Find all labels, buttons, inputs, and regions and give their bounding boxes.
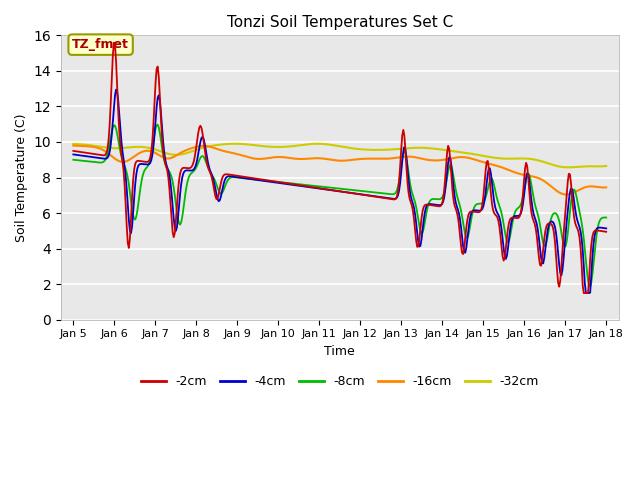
Text: TZ_fmet: TZ_fmet	[72, 38, 129, 51]
Title: Tonzi Soil Temperatures Set C: Tonzi Soil Temperatures Set C	[227, 15, 453, 30]
X-axis label: Time: Time	[324, 345, 355, 358]
Y-axis label: Soil Temperature (C): Soil Temperature (C)	[15, 113, 28, 242]
Legend: -2cm, -4cm, -8cm, -16cm, -32cm: -2cm, -4cm, -8cm, -16cm, -32cm	[136, 370, 544, 393]
